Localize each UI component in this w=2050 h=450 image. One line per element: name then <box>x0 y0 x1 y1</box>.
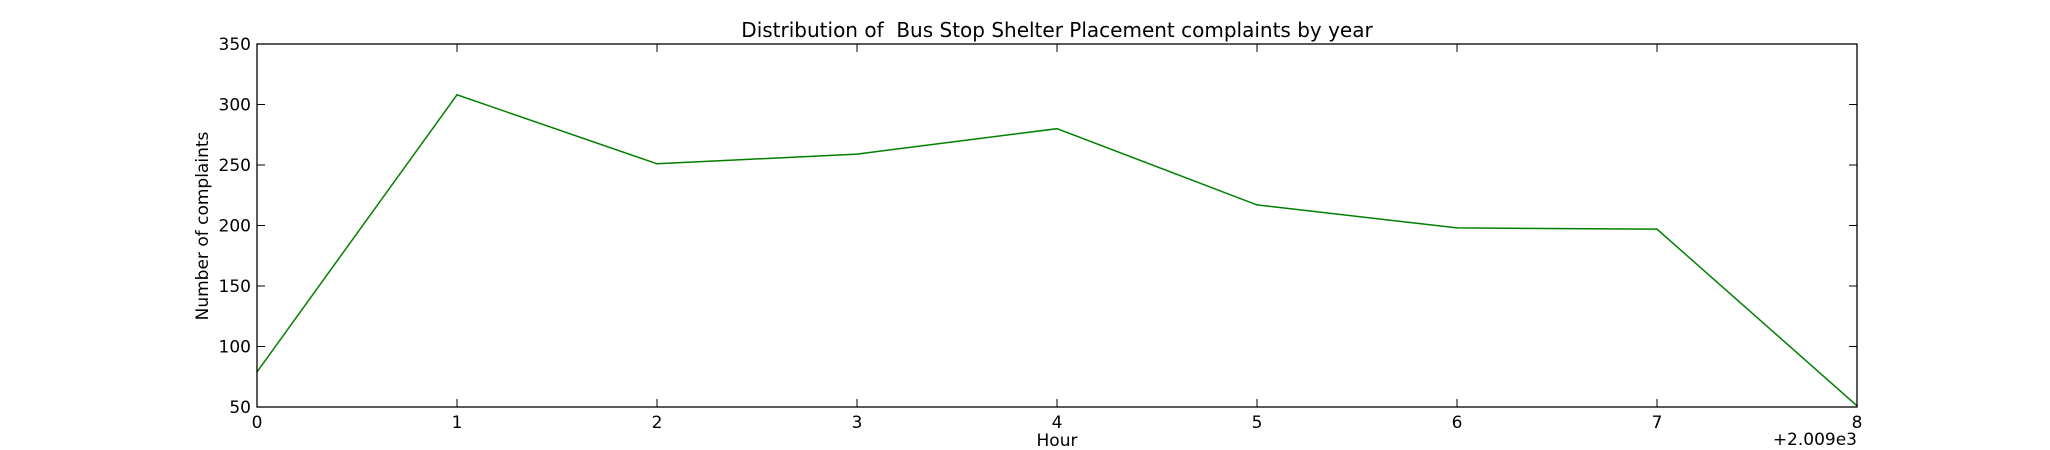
data-point <box>856 153 858 155</box>
data-point <box>1056 127 1058 130</box>
x-tick-label: 0 <box>252 413 263 433</box>
x-tick-label: 6 <box>1452 413 1463 433</box>
data-point <box>1256 204 1258 206</box>
data-point <box>1656 228 1658 230</box>
x-tick-label: 1 <box>452 413 463 433</box>
x-tick-label: 7 <box>1652 413 1663 433</box>
x-tick-label: 8 <box>1852 413 1863 433</box>
x-axis-label: Hour <box>1037 431 1078 450</box>
x-tick-label: 3 <box>852 413 863 433</box>
y-tick-label: 100 <box>219 338 251 358</box>
x-tick-label: 4 <box>1052 413 1063 433</box>
y-tick-label: 350 <box>219 35 251 55</box>
y-tick-label: 300 <box>219 96 251 116</box>
y-axis: 50 100 150 200 250 300 350 <box>219 35 1857 418</box>
plot-area <box>256 93 1858 407</box>
y-tick-label: 200 <box>219 217 251 237</box>
chart-title: Distribution of Bus Stop Shelter Placeme… <box>741 18 1373 42</box>
y-tick-label: 50 <box>229 398 251 418</box>
y-tick-label: 150 <box>219 277 251 297</box>
data-point <box>656 162 658 165</box>
x-axis: 0 1 2 3 4 5 6 7 8 <box>252 44 1863 433</box>
x-tick-label: 2 <box>652 413 663 433</box>
y-tick-label: 250 <box>219 156 251 176</box>
x-tick-label: 5 <box>1252 413 1263 433</box>
x-axis-offset-label: +2.009e3 <box>1773 430 1857 450</box>
data-point <box>1456 227 1458 229</box>
y-axis-label: Number of complaints <box>193 131 213 320</box>
data-point <box>456 94 458 96</box>
